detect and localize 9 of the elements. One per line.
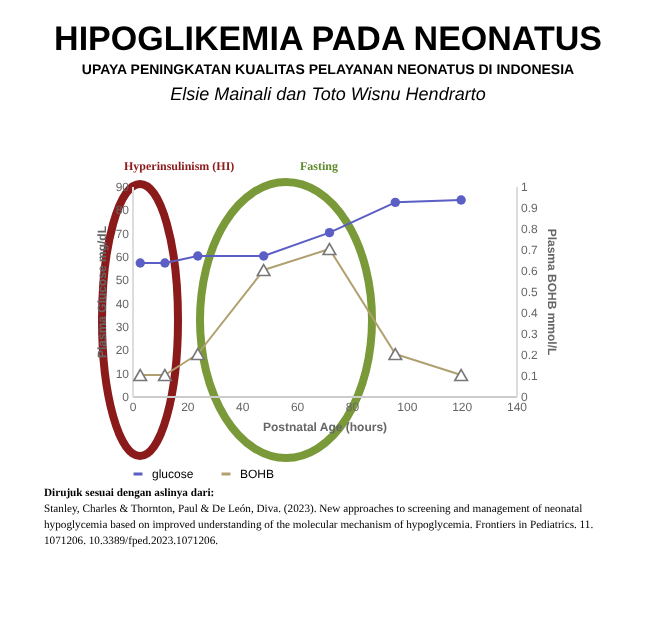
point [390,197,400,208]
point [135,258,145,268]
point [258,251,269,261]
point [193,251,203,261]
chart-title: HIPOGLIKEMIA PADA NEONATUS [52,20,604,60]
text: Elsie Mainali dan Toto Wisnu Hendrarto [168,82,488,106]
point [160,258,170,268]
point [456,195,466,205]
point [324,227,335,238]
